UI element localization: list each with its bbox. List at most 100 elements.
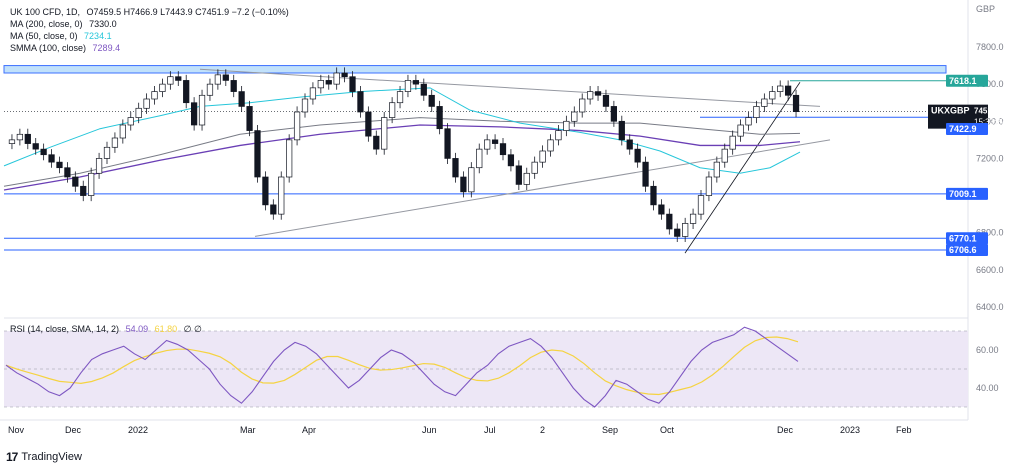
candle-body <box>40 148 47 156</box>
ma50-line <box>3 87 801 174</box>
tradingview-logo-icon: 17 <box>6 450 18 464</box>
tag-symbol-name: UKXGBP <box>931 106 970 116</box>
candle-body <box>246 106 253 131</box>
candle-body <box>721 148 728 163</box>
candle <box>705 171 713 202</box>
candle <box>753 100 760 124</box>
candle-body <box>349 76 356 92</box>
candle <box>143 93 150 114</box>
candle-body <box>420 83 427 96</box>
candle-body <box>428 94 435 107</box>
candle <box>103 141 111 164</box>
candle <box>373 130 380 155</box>
candle <box>183 74 190 109</box>
price-tick-label: 7600.0 <box>976 79 1004 89</box>
candle-body <box>262 176 269 206</box>
candle <box>230 74 237 98</box>
tag-7009: 7009.1 <box>949 189 977 199</box>
candle-body <box>214 74 222 85</box>
price-tick-label: 6600.0 <box>976 265 1004 275</box>
candle-body <box>365 111 372 137</box>
candle <box>175 71 182 86</box>
tag-7618: 7618.1 <box>949 76 977 86</box>
rsi-extra: ∅ ∅ <box>183 324 202 334</box>
candle-body <box>127 117 134 126</box>
time-axis-label: Oct <box>660 425 675 435</box>
currency-label: GBP <box>976 4 995 14</box>
legend-symbol: UK 100 CFD, 1D, O7459.5 H7466.9 L7443.9 … <box>10 6 293 18</box>
candle-body <box>610 106 618 122</box>
ma200-value: 7330.0 <box>89 19 117 29</box>
candle-body <box>381 117 388 150</box>
candle <box>95 152 103 179</box>
candle-body <box>412 80 420 85</box>
candle <box>737 119 744 142</box>
candle <box>792 89 800 118</box>
time-axis-label: 2 <box>540 425 545 435</box>
candle <box>531 156 538 179</box>
candle-body <box>278 176 285 215</box>
candle-body <box>484 139 491 150</box>
candle <box>476 143 483 174</box>
candle <box>674 223 681 242</box>
candle-body <box>119 124 126 139</box>
candle <box>48 149 55 168</box>
candle-body <box>452 158 459 178</box>
candle <box>278 171 285 220</box>
time-axis-label: Feb <box>896 425 912 435</box>
candle-body <box>682 223 689 237</box>
candle-body <box>333 72 340 85</box>
candle-body <box>103 146 111 159</box>
candle <box>301 93 309 118</box>
candle <box>111 132 119 153</box>
price-tick-label: 7200.0 <box>976 153 1004 163</box>
candle-body <box>64 167 71 178</box>
candle <box>745 112 752 131</box>
time-axis-label: Dec <box>777 425 794 435</box>
tag-6706: 6706.6 <box>949 245 977 255</box>
candle-body <box>388 102 396 118</box>
candle-body <box>143 98 150 109</box>
rsi-sma-value: 61.80 <box>154 324 178 334</box>
candle-body <box>689 213 697 224</box>
time-axis-label: Mar <box>240 425 256 435</box>
candle-body <box>48 154 55 163</box>
candle <box>80 180 87 202</box>
candle <box>468 162 475 198</box>
candle <box>658 199 665 220</box>
smma-label: SMMA (100, close) <box>10 43 87 53</box>
time-axis-label: Jul <box>484 425 496 435</box>
candle-body <box>602 94 610 107</box>
candle-body <box>713 161 720 178</box>
candle-body <box>594 91 602 96</box>
trendline-steep <box>684 82 801 254</box>
footer-brand: TradingView <box>21 451 82 463</box>
footer: 17 TradingView <box>6 450 82 464</box>
candle-body <box>586 91 594 100</box>
candle <box>610 100 618 127</box>
ma200-label: MA (200, close, 0) <box>10 19 83 29</box>
candle-body <box>642 161 649 187</box>
candle <box>484 134 491 155</box>
candle <box>769 86 776 105</box>
candle <box>317 74 324 94</box>
candle-body <box>507 154 515 167</box>
candle <box>563 115 570 137</box>
candle <box>602 89 610 112</box>
candle-body <box>222 74 229 81</box>
candle <box>206 78 214 101</box>
candle <box>626 134 633 155</box>
time-axis-label: Sep <box>602 425 618 435</box>
candle <box>586 86 594 105</box>
candle-body <box>523 172 530 185</box>
candle-body <box>230 80 237 92</box>
candle-body <box>167 76 174 85</box>
candle <box>666 208 673 235</box>
rsi-tick-40: 40.00 <box>976 383 999 393</box>
candle <box>491 134 499 150</box>
candle-body <box>729 135 736 150</box>
candle <box>689 208 697 229</box>
time-axis-label: Dec <box>65 425 82 435</box>
candle <box>222 69 229 86</box>
